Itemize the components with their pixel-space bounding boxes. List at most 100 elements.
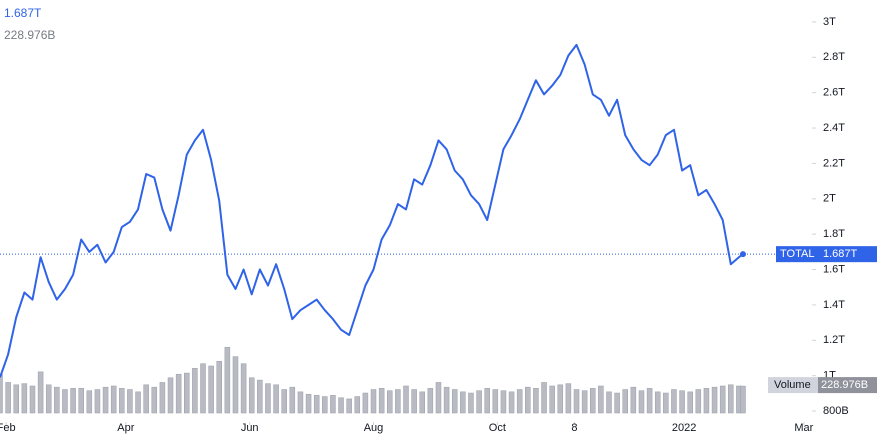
volume-bar (533, 388, 539, 414)
volume-tag-bg (768, 377, 818, 394)
volume-bar (419, 391, 425, 414)
volume-bar (370, 389, 377, 414)
volume-bar (143, 384, 149, 414)
volume-bar (305, 393, 312, 414)
volume-bar (248, 377, 255, 414)
volume-bar (70, 388, 76, 414)
x-tick-label: Feb (0, 422, 16, 434)
volume-bar (443, 386, 450, 414)
volume-bar (663, 392, 669, 414)
volume-bar (695, 389, 702, 414)
volume-bar (622, 389, 628, 414)
y-tick-label: 2.2T (823, 157, 845, 169)
volume-bar (192, 368, 198, 414)
volume-bar (200, 363, 206, 414)
x-tick-label: Oct (489, 422, 506, 434)
volume-bar (740, 385, 746, 414)
volume-bar (119, 388, 125, 414)
volume-bar (606, 391, 612, 414)
volume-bar (581, 390, 588, 414)
volume-bar (62, 389, 68, 414)
volume-bar (719, 385, 726, 414)
volume-tag-name: Volume (774, 379, 811, 391)
volume-bar (45, 384, 52, 414)
volume-bar (208, 365, 214, 414)
volume-bar (86, 390, 93, 414)
volume-bar (240, 363, 247, 414)
y-tick-label: 800B (823, 405, 849, 417)
volume-bar (257, 379, 263, 414)
volume-bar (728, 384, 734, 414)
x-tick-label: Mar (794, 422, 813, 434)
x-tick-label: Jun (241, 422, 259, 434)
volume-bar (549, 385, 555, 414)
price-tag-name: TOTAL (780, 248, 814, 260)
x-tick-label: Aug (364, 422, 384, 434)
volume-bar (476, 390, 482, 414)
volume-bar (127, 389, 133, 414)
volume-bar (281, 389, 287, 414)
volume-bar (297, 391, 304, 414)
volume-bar (638, 390, 645, 414)
volume-bar (500, 390, 507, 414)
x-tick-label: 2022 (672, 422, 696, 434)
volume-bar (460, 391, 466, 414)
volume-bar (0, 373, 3, 414)
volume-bar (289, 386, 296, 414)
volume-bar (37, 371, 44, 414)
y-tick-label: 1.2T (823, 334, 845, 346)
volume-bar (346, 398, 352, 414)
volume-bar (403, 385, 409, 414)
volume-bar (54, 386, 60, 414)
volume-bar (411, 389, 417, 414)
volume-bar (175, 373, 182, 414)
y-tick-label: 2.8T (823, 51, 845, 63)
volume-bar (135, 391, 141, 414)
volume-bar (435, 382, 442, 414)
volume-bar (362, 392, 369, 414)
y-tick-label: 2.4T (823, 122, 845, 134)
volume-bar (232, 356, 239, 414)
volume-bar (167, 377, 174, 414)
y-tick-label: 1.6T (823, 263, 845, 275)
volume-bar (711, 386, 718, 414)
volume-bar (273, 384, 279, 414)
volume-bar (151, 386, 158, 414)
volume-bar (492, 389, 499, 414)
volume-bar (484, 388, 490, 414)
x-tick-label: 8 (571, 422, 577, 434)
volume-bar (654, 391, 661, 414)
price-legend: 1.687T (4, 6, 42, 20)
volume-bar (378, 388, 385, 414)
x-tick-label: Apr (117, 422, 134, 434)
y-tick-label: 3T (823, 16, 836, 28)
price-tag-value: 1.687T (823, 248, 858, 260)
price-tag (776, 246, 877, 263)
volume-bar (265, 383, 271, 414)
volume-bar (78, 388, 84, 414)
volume-bar (94, 389, 101, 414)
volume-bar (598, 385, 604, 414)
volume-bar (646, 388, 653, 414)
volume-bar (630, 386, 637, 414)
volume-bar (224, 346, 231, 414)
y-tick-label: 1.8T (823, 228, 845, 240)
volume-bar (703, 388, 710, 414)
volume-bar (508, 391, 515, 414)
volume-bar (216, 361, 222, 414)
last-price-dot (739, 251, 746, 258)
volume-bar (541, 382, 547, 414)
volume-bar (687, 391, 693, 414)
volume-bar (110, 385, 117, 414)
volume-bar (614, 392, 620, 414)
volume-bar (565, 383, 572, 414)
volume-bar (102, 386, 109, 414)
volume-bar (427, 388, 434, 414)
y-tick-label: 2.6T (823, 87, 845, 99)
volume-bar (313, 395, 320, 414)
volume-bar (590, 388, 596, 414)
volume-bar (13, 384, 19, 414)
volume-bar (679, 390, 685, 414)
volume-bar (671, 389, 677, 414)
